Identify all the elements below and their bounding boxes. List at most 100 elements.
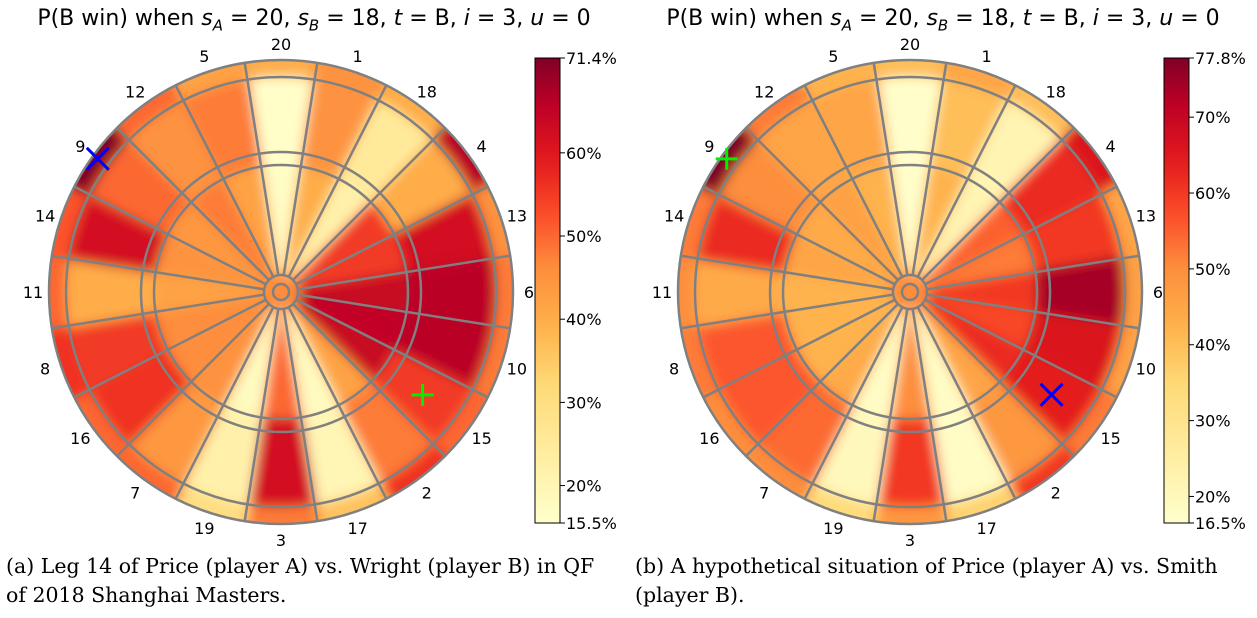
- segment-number-label: 2: [1051, 484, 1061, 503]
- segment-wire: [872, 62, 909, 276]
- panel-a: P(B win) when sA = 20, sB = 18, t = B, i…: [0, 0, 628, 618]
- colorbar-tick-label: 16.5%: [1195, 514, 1246, 533]
- heatmap-cell: [299, 79, 381, 180]
- segment-number-label: 18: [417, 82, 437, 101]
- heatmap-cell: [697, 310, 798, 392]
- segment-wire: [73, 298, 267, 399]
- heatmap-cell: [928, 79, 1010, 180]
- title-variable: s: [830, 6, 842, 31]
- segment-wire: [911, 308, 948, 522]
- blue-x-marker: [85, 146, 110, 171]
- heatmap-cell: [1022, 192, 1123, 274]
- segment-wire: [51, 293, 265, 330]
- heatmap-cell: [919, 201, 1024, 287]
- segment-wire: [702, 298, 896, 399]
- segment-wire: [282, 308, 319, 522]
- title-variable: t: [393, 6, 403, 31]
- segment-number-label: 9: [75, 137, 85, 156]
- colorbar-tick-label: 70%: [1195, 108, 1231, 127]
- heatmap-cell: [819, 178, 905, 283]
- title-value: = 3,: [469, 6, 531, 31]
- heatmap-cell: [293, 271, 408, 313]
- segment-wire: [926, 254, 1140, 291]
- heatmap-cell: [810, 79, 892, 180]
- heatmap-cell: [406, 256, 496, 328]
- green-plus-marker: [715, 147, 738, 170]
- segment-number-label: 17: [347, 519, 367, 538]
- segment-number-label: 3: [276, 531, 286, 548]
- heatmap-cell: [796, 201, 901, 287]
- board-wires: [676, 58, 1144, 526]
- title-variable: i: [1092, 6, 1099, 31]
- ring-wire: [47, 58, 515, 526]
- ring-wire: [152, 163, 410, 421]
- heatmap-cell: [928, 404, 1010, 505]
- colorbar-gradient: [534, 57, 561, 524]
- segment-wire: [297, 293, 511, 330]
- segment-wire: [921, 127, 1075, 281]
- segment-number-label: 14: [664, 206, 684, 225]
- heatmap-cell: [286, 178, 372, 283]
- segment-wire: [243, 62, 280, 276]
- segment-number-label: 16: [699, 429, 719, 448]
- panel-b: P(B win) when sA = 20, sB = 18, t = B, i…: [629, 0, 1257, 618]
- heatmap-cell: [181, 404, 263, 505]
- heatmap-cell: [68, 310, 169, 392]
- title-prefix: P(B win) when: [37, 6, 202, 31]
- segment-number-label: 4: [477, 137, 487, 156]
- segment-number-label: 7: [759, 484, 769, 503]
- heatmap-cell: [889, 164, 931, 280]
- segment-number-label: 11: [652, 283, 672, 302]
- segment-number-label: 1: [353, 47, 363, 66]
- title-value: = 0: [544, 6, 591, 31]
- segment-wire: [295, 298, 489, 399]
- segment-number-label: 3: [905, 531, 915, 548]
- colorbar-tick-label: 30%: [566, 393, 602, 412]
- heatmap-cell: [678, 251, 698, 333]
- colorbar-tick-label: 60%: [1195, 184, 1231, 203]
- segment-number-label: 19: [823, 519, 843, 538]
- green-plus-marker: [411, 383, 434, 406]
- heatmap-cell: [869, 60, 951, 80]
- ring-wire: [64, 75, 498, 509]
- segment-number-label: 12: [125, 82, 145, 101]
- segment-wire: [295, 185, 489, 286]
- heatmap-cell: [1035, 256, 1125, 328]
- heatmap-cell: [922, 271, 1037, 313]
- heatmap-cell: [190, 301, 276, 406]
- segment-wire: [916, 84, 1017, 278]
- heatmap-cell: [181, 79, 263, 180]
- heatmap-cell: [240, 504, 322, 524]
- segment-wire: [872, 308, 909, 522]
- segment-number-label: 1: [982, 47, 992, 66]
- heatmap-cell: [493, 251, 513, 333]
- title-prefix: P(B win) when: [666, 6, 831, 31]
- segment-number-label: 6: [524, 283, 534, 302]
- plot-title: P(B win) when sA = 20, sB = 18, t = B, i…: [629, 6, 1257, 34]
- outer-bull-wire: [891, 273, 929, 311]
- segment-number-label: 20: [271, 35, 291, 54]
- colorbar-tick-label: 50%: [1195, 260, 1231, 279]
- title-value: = 20,: [852, 6, 927, 31]
- heatmap-cell: [290, 201, 395, 287]
- figure-caption: (a) Leg 14 of Price (player A) vs. Wrigh…: [6, 554, 595, 607]
- heatmap-cell: [874, 77, 946, 167]
- segment-number-label: 14: [35, 206, 55, 225]
- segment-wire: [116, 303, 270, 457]
- heatmap-cell: [393, 192, 494, 274]
- heatmap-cell: [167, 297, 272, 383]
- heatmap-cell: [190, 178, 276, 283]
- segment-wire: [803, 84, 904, 278]
- heatmap-cell: [49, 251, 69, 333]
- heatmap-cell: [290, 297, 395, 383]
- colorbar: 71.4% 15.5% 20% 30% 40% 50% 60%: [534, 49, 617, 533]
- title-variable: t: [1022, 6, 1032, 31]
- heatmap-cell: [68, 192, 169, 274]
- title-value: = 20,: [223, 6, 298, 31]
- board-wires: [47, 58, 515, 526]
- segment-wire: [297, 254, 511, 291]
- segment-wire: [916, 306, 1017, 500]
- heatmap-cell: [167, 201, 272, 287]
- segment-number-label: 6: [1153, 283, 1163, 302]
- title-value: = 18,: [319, 6, 394, 31]
